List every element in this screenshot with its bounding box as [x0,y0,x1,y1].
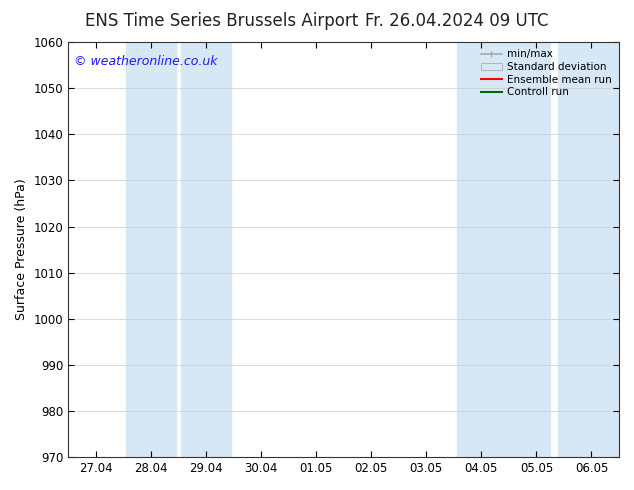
Bar [559,42,634,457]
Text: © weatheronline.co.uk: © weatheronline.co.uk [74,54,217,68]
Bar [181,42,231,457]
Bar [456,42,506,457]
Text: Fr. 26.04.2024 09 UTC: Fr. 26.04.2024 09 UTC [365,12,548,30]
Bar [501,42,550,457]
Legend: min/max, Standard deviation, Ensemble mean run, Controll run: min/max, Standard deviation, Ensemble me… [479,47,614,99]
Text: ENS Time Series Brussels Airport: ENS Time Series Brussels Airport [86,12,358,30]
Bar [126,42,176,457]
Y-axis label: Surface Pressure (hPa): Surface Pressure (hPa) [15,179,28,320]
